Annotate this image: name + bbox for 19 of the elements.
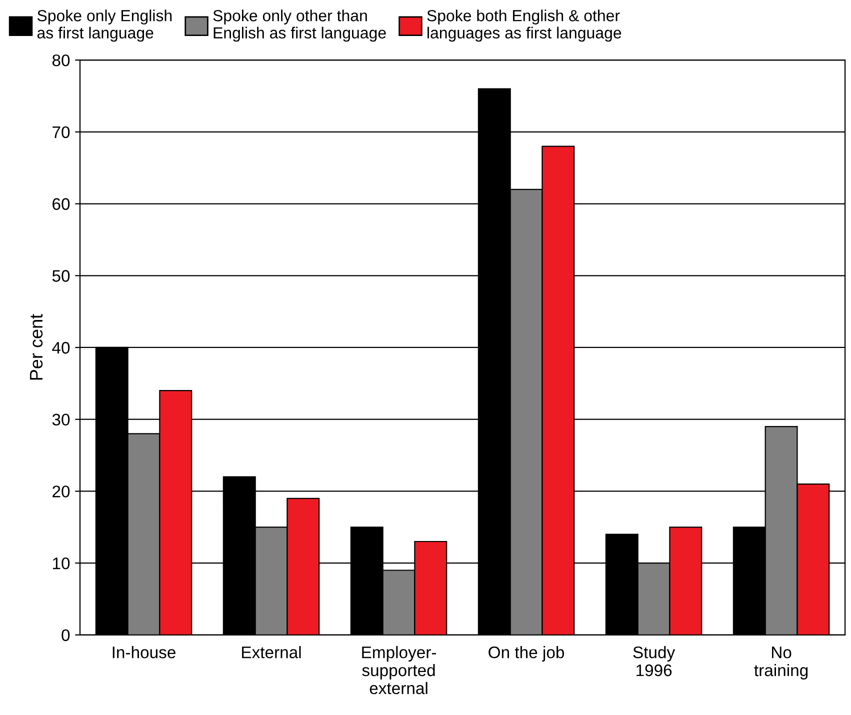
x-tick-label: On the job	[488, 646, 564, 662]
y-tick-label: 20	[52, 486, 70, 498]
y-axis-title: Per cent	[30, 314, 43, 380]
y-tick-label: 50	[52, 270, 70, 282]
y-tick-label: 30	[52, 414, 70, 426]
legend-label: Spoke only English as first language	[37, 10, 172, 42]
y-tick-label: 80	[52, 54, 70, 66]
y-tick-label: 0	[62, 629, 70, 642]
y-tick-label: 70	[52, 126, 70, 138]
legend-label: Spoke both English & other languages as first language	[427, 10, 622, 42]
y-tick-label: 10	[53, 557, 70, 570]
legend-label: Spoke only other than English as first language	[213, 10, 386, 42]
x-tick-label: No training	[754, 646, 808, 680]
x-tick-label: External	[242, 646, 301, 658]
y-tick-label: 40	[52, 342, 70, 354]
x-tick-label: Employer- supported external	[362, 646, 436, 694]
x-tick-label: Study 1996	[633, 646, 676, 676]
x-tick-label: In-house	[112, 646, 176, 658]
y-tick-label: 60	[52, 198, 70, 210]
